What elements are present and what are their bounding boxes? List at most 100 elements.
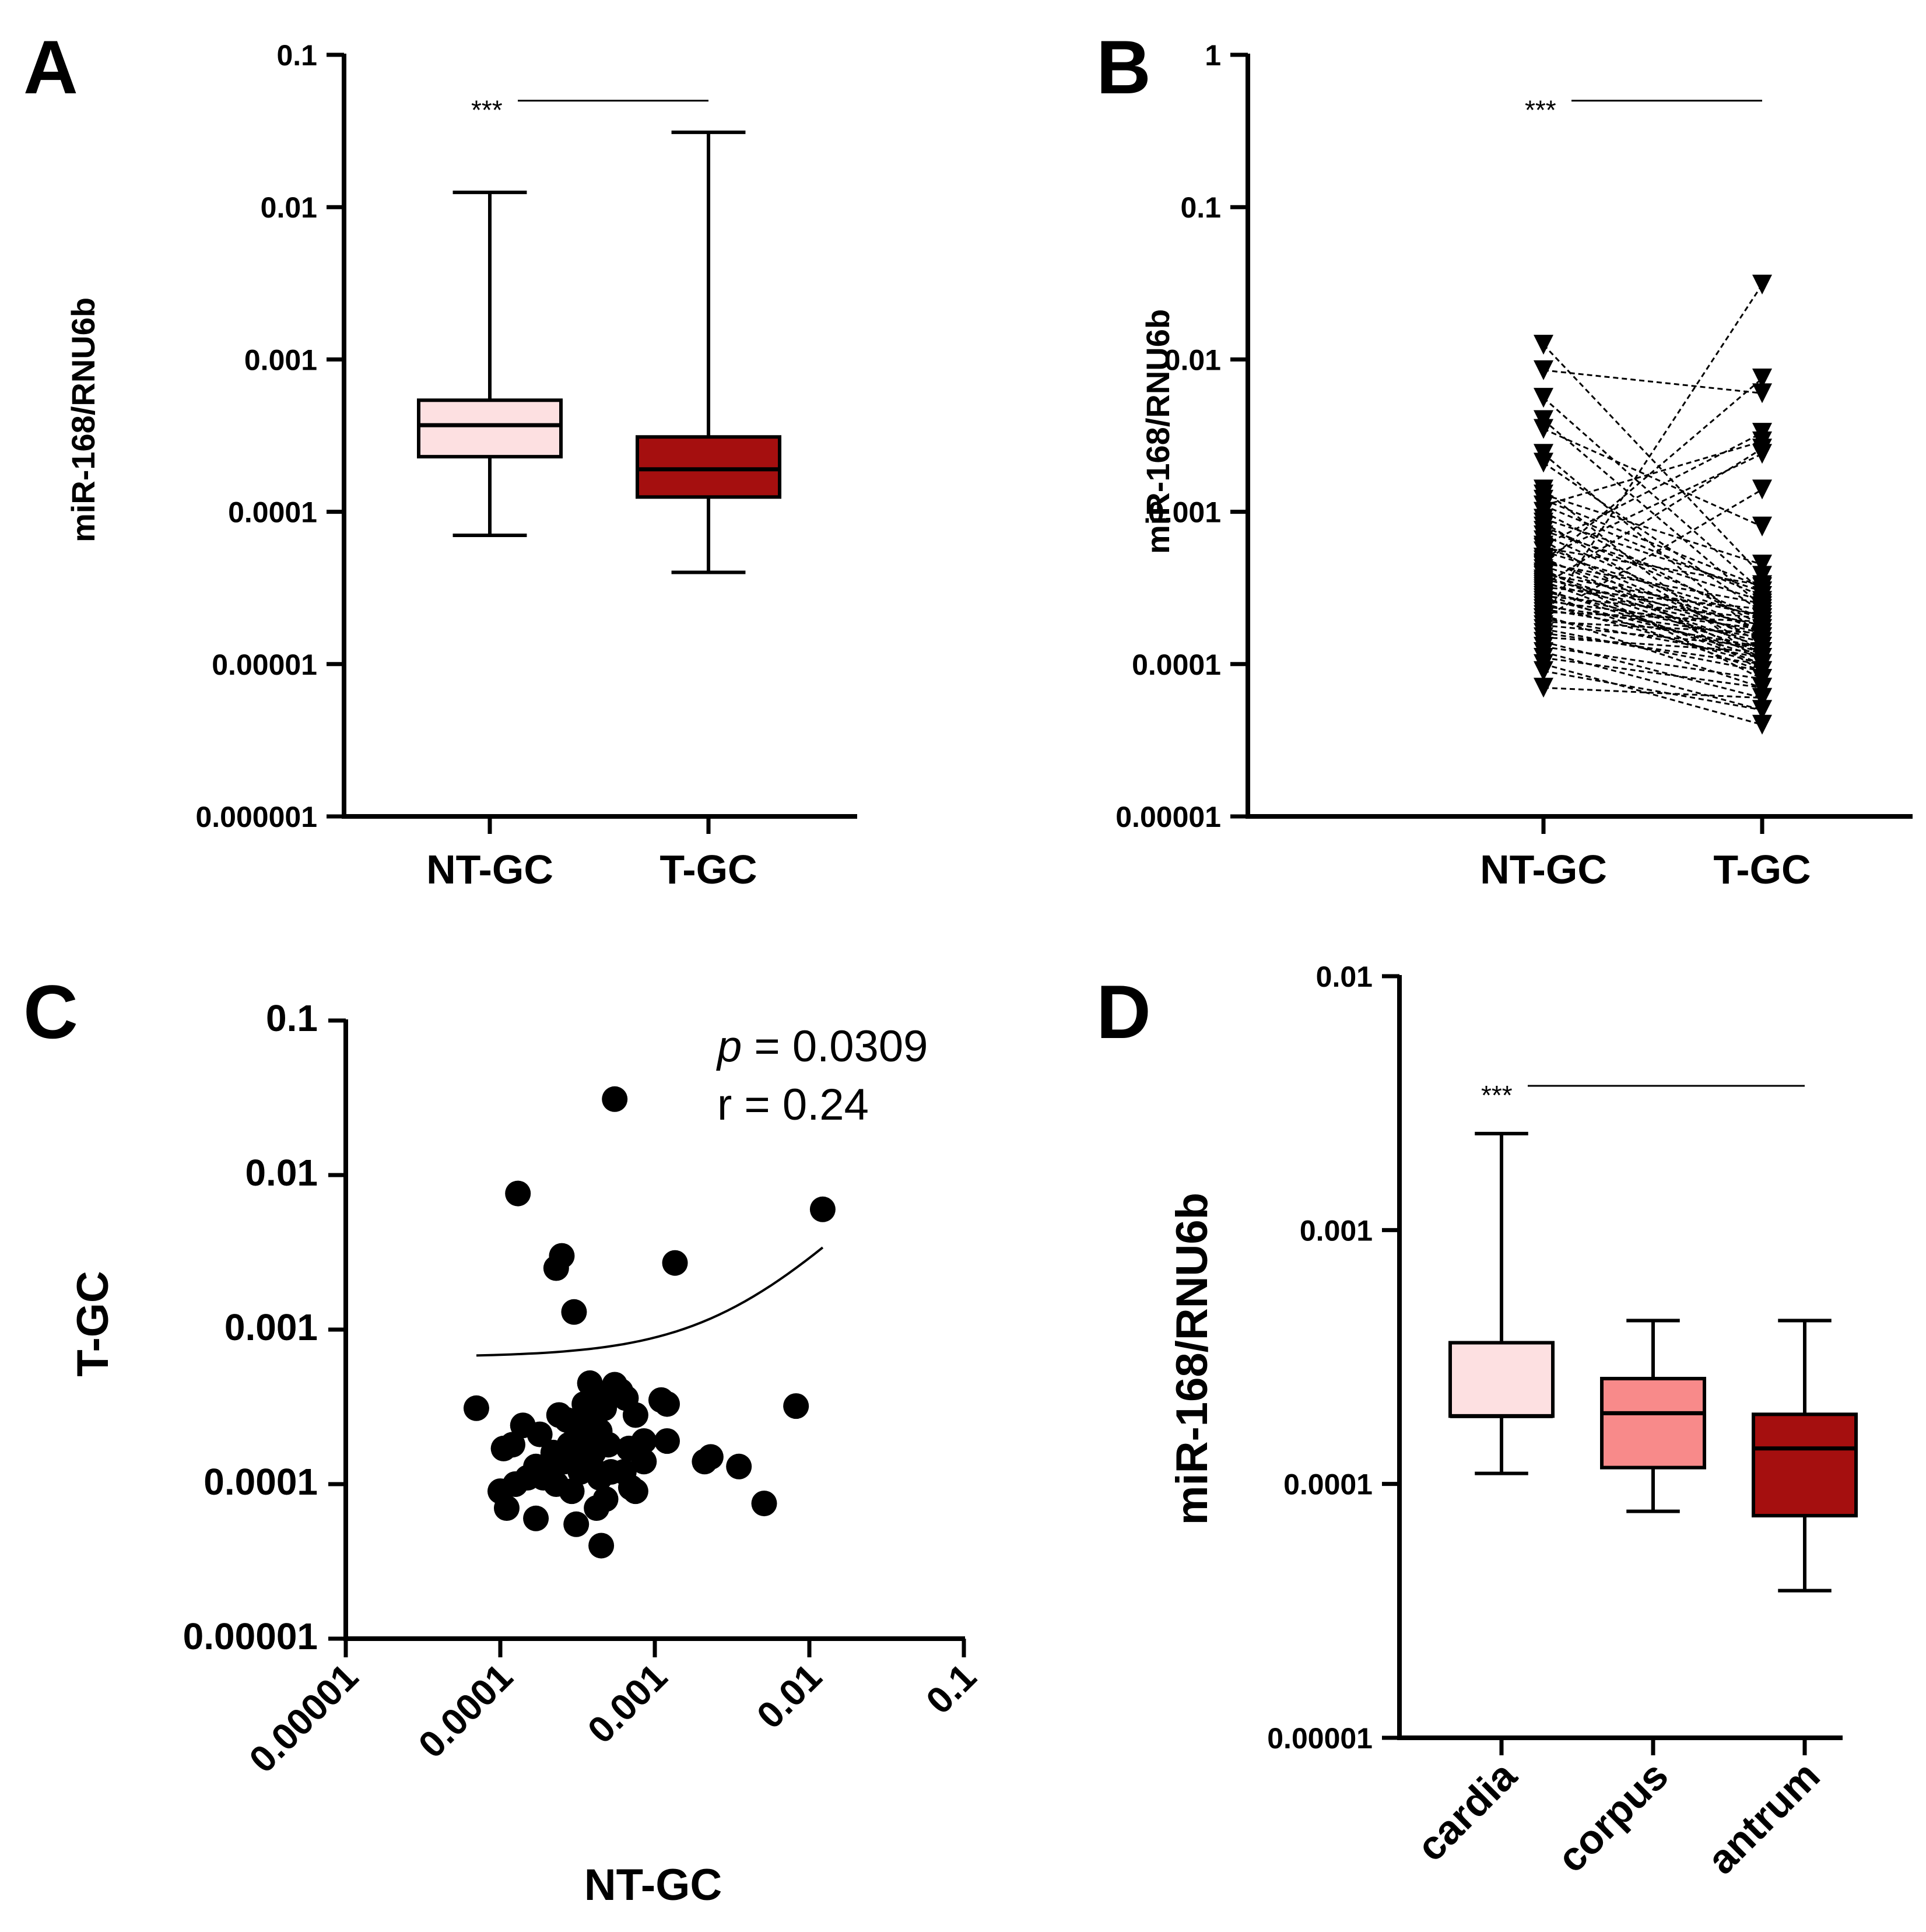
paired-line (1543, 578, 1763, 626)
paired-line (1543, 608, 1763, 648)
panel-b-letter: B (1096, 24, 1151, 110)
triangle-marker (1752, 700, 1772, 720)
panel-d-y-axis-label: miR-168/RNU6b (1167, 1193, 1217, 1525)
y-tick-label: 0.00001 (183, 1615, 318, 1657)
scatter-point (523, 1505, 549, 1531)
x-category-label: antrum (1699, 1752, 1829, 1882)
panel-b: B miR-168/RNU6b 1 0.1 0.01 0.001 0.0001 0.000… (1096, 24, 1913, 892)
scatter-point (563, 1511, 590, 1537)
scatter-point (587, 1418, 613, 1444)
paired-line (1543, 663, 1763, 726)
triangle-marker (1752, 439, 1772, 459)
panel-a-letter: A (23, 24, 78, 110)
y-tick-label: 0.01 (1164, 343, 1221, 376)
paired-line (1543, 447, 1763, 586)
paired-line (1543, 617, 1763, 659)
triangle-marker (1534, 678, 1553, 698)
paired-line (1543, 646, 1763, 680)
significance-label: *** (1525, 95, 1556, 125)
panel-c-y-axis-label: T-GC (68, 1271, 118, 1377)
paired-line (1542, 284, 1763, 619)
paired-line (1543, 641, 1763, 699)
scatter-point (726, 1453, 752, 1479)
paired-line (1543, 511, 1763, 626)
scatter-point (554, 1407, 580, 1433)
triangle-marker (1534, 335, 1553, 355)
significance-label: *** (1481, 1080, 1513, 1110)
y-tick-label: 0.01 (261, 191, 317, 224)
paired-line (1543, 432, 1763, 546)
triangle-marker (1534, 535, 1553, 556)
triangle-marker (1752, 555, 1772, 575)
scatter-point (561, 1299, 587, 1325)
paired-line (1543, 440, 1763, 507)
paired-line (1543, 568, 1763, 680)
panel-c-x-axis-label: NT-GC (584, 1860, 722, 1910)
paired-line (1543, 530, 1763, 602)
paired-line (1543, 534, 1763, 634)
triangle-marker (1752, 688, 1772, 708)
y-tick-label: 0.00001 (1267, 1722, 1373, 1755)
paired-line (1543, 573, 1763, 616)
x-category-label: corpus (1548, 1752, 1676, 1881)
panel-b-y-ticks: 1 0.1 0.01 0.001 0.0001 0.00001 (1115, 39, 1248, 833)
paired-line (1543, 397, 1763, 592)
y-tick-label: 0.01 (1316, 960, 1373, 993)
triangle-marker (1752, 611, 1772, 632)
y-tick-label: 0.01 (245, 1152, 318, 1194)
paired-line (1543, 632, 1763, 665)
triangle-marker (1752, 275, 1772, 295)
paired-line (1543, 571, 1763, 648)
panel-d-significance: *** (1481, 1080, 1805, 1110)
paired-line (1543, 628, 1763, 672)
triangle-marker (1534, 495, 1553, 516)
triangle-marker (1752, 575, 1772, 595)
triangle-marker (1534, 388, 1553, 408)
paired-line (1543, 657, 1763, 689)
scatter-point (654, 1391, 680, 1417)
panel-a-boxes (417, 130, 781, 574)
paired-line (1543, 546, 1763, 586)
triangle-marker (1752, 369, 1772, 389)
x-category-label: cardia (1408, 1752, 1526, 1870)
panel-a-y-axis-label: miR-168/RNU6b (65, 297, 101, 542)
panel-c-y-ticks: 0.1 0.01 0.001 0.0001 0.00001 (183, 997, 346, 1657)
triangle-marker (1534, 575, 1553, 595)
scatter-point (783, 1393, 809, 1419)
scatter-point (463, 1395, 489, 1421)
y-tick-label: 0.00001 (1115, 801, 1221, 833)
scatter-point (622, 1402, 648, 1428)
paired-line (1543, 686, 1763, 699)
paired-line (1543, 550, 1763, 619)
scatter-point (543, 1255, 569, 1281)
paired-line (1543, 624, 1763, 648)
panel-c-points (463, 1086, 836, 1559)
paired-line (1543, 419, 1763, 607)
panel-c-r-value: r = 0.24 (717, 1080, 869, 1130)
paired-line (1543, 559, 1763, 630)
y-tick-label: 0.001 (224, 1306, 318, 1348)
triangle-marker (1534, 453, 1553, 473)
paired-line (1543, 602, 1763, 665)
box-cardia (1448, 1341, 1555, 1418)
paired-line (1543, 636, 1763, 653)
panel-c-x-ticks: 0.00001 0.0001 0.001 0.01 0.1 (241, 1639, 984, 1780)
scatter-point (809, 1196, 836, 1222)
paired-line (1543, 620, 1763, 634)
triangle-marker (1534, 661, 1553, 681)
scatter-point (662, 1250, 688, 1276)
panel-a-y-ticks: 0.1 0.01 0.001 0.0001 0.00001 0.000001 (195, 39, 344, 833)
paired-line (1543, 562, 1763, 605)
paired-line (1543, 614, 1763, 689)
panel-b-significance: *** (1525, 95, 1762, 125)
panel-a-significance: *** (471, 95, 708, 125)
panel-b-y-axis-label: miR-168/RNU6b (1139, 309, 1176, 554)
panel-d-boxes (1448, 1131, 1858, 1593)
x-category-label: T-GC (1713, 847, 1811, 892)
panel-b-x-ticks: NT-GC T-GC (1480, 816, 1811, 892)
panel-c-p-value: p = 0.0309 (716, 1022, 928, 1071)
panel-b-paired-lines (1542, 284, 1763, 726)
paired-line (1543, 670, 1763, 711)
paired-line (1543, 521, 1763, 653)
paired-line (1543, 595, 1763, 619)
